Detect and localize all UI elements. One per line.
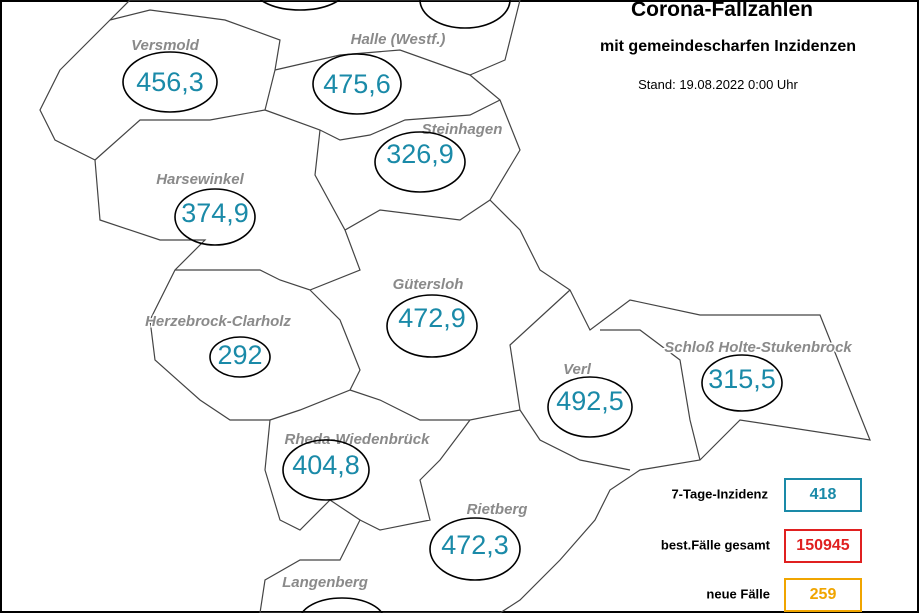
header: Corona-Fallzahlen mit gemeindescharfen I… xyxy=(600,0,856,92)
municipal-borders xyxy=(94,9,701,531)
oval xyxy=(419,0,511,29)
legend-value: 259 xyxy=(810,586,837,603)
district-map xyxy=(39,0,871,613)
region-value: 404,8 xyxy=(292,450,360,480)
region-name: Rheda-Wiedenbrück xyxy=(285,431,431,448)
legend-box xyxy=(784,578,862,612)
oval xyxy=(174,188,256,246)
region-value: 472,9 xyxy=(398,303,466,333)
legend-box xyxy=(784,478,862,512)
legend-label: neue Fälle xyxy=(706,586,770,601)
oval xyxy=(547,376,633,438)
legend-box xyxy=(784,529,862,563)
region-value: 456,3 xyxy=(136,67,204,97)
region-name: Rietberg xyxy=(467,501,528,518)
legend-label: 7-Tage-Inzidenz xyxy=(671,486,768,501)
oval xyxy=(312,53,402,115)
title: Corona-Fallzahlen xyxy=(631,0,813,21)
oval xyxy=(386,294,478,358)
legend-value: 150945 xyxy=(796,537,849,554)
region-value: 472,3 xyxy=(441,530,509,560)
region-name: Verl xyxy=(563,361,592,378)
region-value: 315,5 xyxy=(708,364,776,394)
oval xyxy=(259,0,341,11)
region-name: Gütersloh xyxy=(393,276,464,293)
oval xyxy=(429,517,521,581)
oval xyxy=(282,439,370,501)
subtitle: mit gemeindescharfen Inzidenzen xyxy=(600,38,856,55)
regions: Versmold 456,3 Halle (Westf.) 475,6 Stei… xyxy=(122,30,854,613)
oval xyxy=(301,597,383,613)
region-name: Halle (Westf.) xyxy=(351,31,446,48)
region-name: Steinhagen xyxy=(422,121,503,138)
oval xyxy=(374,131,466,193)
oval xyxy=(122,51,218,113)
region-value: 475,6 xyxy=(323,69,391,99)
region-name: Versmold xyxy=(131,37,200,54)
oval xyxy=(209,336,271,378)
region-value: 326,9 xyxy=(386,139,454,169)
region-name: Schloß Holte-Stukenbrock xyxy=(664,339,852,356)
region-name: Harsewinkel xyxy=(156,171,244,188)
legend-label: best.Fälle gesamt xyxy=(661,537,771,552)
legend: 7-Tage-Inzidenz 418 best.Fälle gesamt 15… xyxy=(661,478,862,612)
legend-value: 418 xyxy=(810,486,837,503)
region-value: 492,5 xyxy=(556,386,624,416)
region-name: Langenberg xyxy=(282,574,368,591)
district-outline xyxy=(39,0,871,613)
region-name: Herzebrock-Clarholz xyxy=(145,313,291,330)
oval xyxy=(701,354,783,412)
region-value: 374,9 xyxy=(181,198,249,228)
stand: Stand: 19.08.2022 0:00 Uhr xyxy=(638,77,798,92)
region-value: 292 xyxy=(217,340,262,370)
